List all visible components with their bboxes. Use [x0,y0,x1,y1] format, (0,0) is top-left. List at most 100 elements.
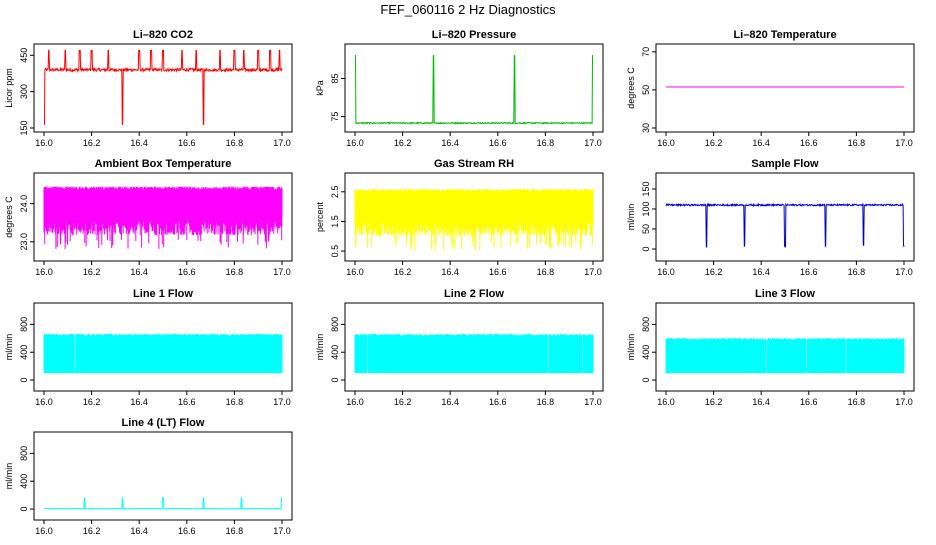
x-tick-label: 16.8 [537,138,555,148]
x-tick-label: 16.4 [130,138,148,148]
x-tick-label: 17.0 [273,138,291,148]
series-line [43,186,283,249]
y-tick-label: 800 [641,317,651,332]
x-tick-label: 17.0 [895,397,913,407]
panel-title: Gas Stream RH [434,158,514,170]
x-tick-label: 16.4 [441,397,459,407]
y-tick-label: 2.5 [330,186,340,199]
x-tick-label: 16.4 [752,397,770,407]
x-tick-label: 16.0 [657,138,675,148]
x-tick-label: 16.2 [83,526,101,536]
y-tick-label: 400 [641,345,651,360]
panel-8: Line 3 Flow 16.0 16.2 16.4 16.6 16.8 17.0 0 400 8… [626,288,915,407]
panel-title: Ambient Box Temperature [95,158,232,170]
y-tick-label: 450 [19,48,29,63]
y-tick-label: 0 [641,378,651,383]
x-tick-label: 16.4 [441,267,459,277]
x-tick-label: 16.6 [489,267,507,277]
y-axis-label: degrees C [626,67,636,109]
x-tick-label: 16.6 [178,267,196,277]
y-tick-label: 85 [330,73,340,83]
x-tick-label: 16.0 [346,397,364,407]
panel-6: Line 1 Flow 16.0 16.2 16.4 16.6 16.8 17.0 0 400 8… [4,288,293,407]
y-tick-label: 100 [641,201,651,216]
panel-3: Ambient Box Temperature 16.0 16.2 16.4 16.6 1… [4,158,293,277]
y-axis-label: ml/min [626,334,636,361]
x-tick-label: 16.2 [83,397,101,407]
panel-0: Li–820 CO2 16.0 16.2 16.4 16.6 16.8 17.0 150 300… [4,29,293,148]
x-tick-label: 16.4 [130,397,148,407]
x-tick-label: 17.0 [584,138,602,148]
y-tick-label: 400 [19,474,29,489]
series-line [354,333,594,374]
x-tick-label: 16.8 [226,397,244,407]
x-tick-label: 16.0 [346,138,364,148]
x-tick-label: 16.8 [226,138,244,148]
x-tick-label: 16.8 [226,267,244,277]
x-tick-label: 16.0 [35,138,53,148]
x-tick-label: 16.4 [441,138,459,148]
x-tick-label: 16.2 [705,138,723,148]
x-tick-label: 16.8 [848,267,866,277]
plot-frame [655,302,915,392]
x-tick-label: 17.0 [584,397,602,407]
panel-title: Li–820 Temperature [733,29,836,41]
y-axis-label: Licor ppm [4,68,14,108]
x-tick-label: 16.2 [83,267,101,277]
x-tick-label: 16.6 [800,397,818,407]
panel-title: Sample Flow [751,158,819,170]
plot-frame [344,172,604,262]
plot-frame [344,43,604,133]
panel-title: Line 2 Flow [444,288,504,300]
y-axis-label: kPa [315,80,325,96]
plot-frame [33,431,293,521]
x-tick-label: 16.2 [83,138,101,148]
x-tick-label: 17.0 [584,267,602,277]
plot-frame [33,302,293,392]
y-tick-label: 0.5 [330,245,340,258]
panel-1: Li–820 Pressure 16.0 16.2 16.4 16.6 16.8 17.0 7… [315,29,604,148]
plot-frame [33,43,293,133]
x-tick-label: 16.4 [752,267,770,277]
y-tick-label: 50 [641,224,651,234]
x-tick-label: 16.2 [705,397,723,407]
x-tick-label: 16.2 [394,397,412,407]
x-tick-label: 16.6 [489,138,507,148]
series-line [665,338,905,374]
panel-7: Line 2 Flow 16.0 16.2 16.4 16.6 16.8 17.0 0 400 8… [315,288,604,407]
x-tick-label: 16.8 [848,138,866,148]
x-tick-label: 16.0 [657,397,675,407]
panel-5: Sample Flow 16.0 16.2 16.4 16.6 16.8 17.0 0 50 10… [626,158,915,277]
y-axis-label: ml/min [4,334,14,361]
x-tick-label: 16.8 [848,397,866,407]
x-tick-label: 16.8 [537,267,555,277]
figure-title: FEF_060116 2 Hz Diagnostics [380,2,556,17]
y-tick-label: 800 [330,317,340,332]
x-tick-label: 16.8 [226,526,244,536]
x-tick-label: 16.4 [752,138,770,148]
panel-title: Line 4 (LT) Flow [122,417,205,429]
x-tick-label: 16.2 [705,267,723,277]
x-tick-label: 16.6 [800,138,818,148]
x-tick-label: 17.0 [895,267,913,277]
series-line [44,49,283,125]
y-tick-label: 0 [641,246,651,251]
x-tick-label: 16.0 [657,267,675,277]
x-tick-label: 16.6 [178,138,196,148]
y-tick-label: 1.5 [330,215,340,228]
y-tick-label: 0 [330,378,340,383]
y-axis-label: degrees C [4,196,14,238]
series-line [355,55,593,125]
x-tick-label: 16.6 [800,267,818,277]
series-line [43,333,283,374]
y-tick-label: 150 [641,181,651,196]
x-tick-label: 17.0 [273,397,291,407]
x-tick-label: 16.0 [35,397,53,407]
y-tick-label: 150 [19,120,29,135]
series-line [665,202,905,249]
plot-frame [655,172,915,262]
x-tick-label: 16.0 [35,267,53,277]
x-tick-label: 16.6 [178,397,196,407]
y-tick-label: 30 [641,123,651,133]
